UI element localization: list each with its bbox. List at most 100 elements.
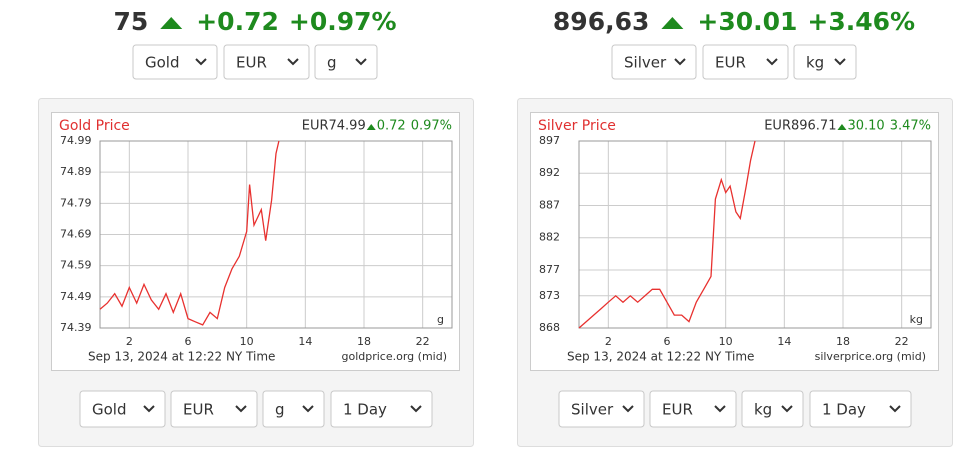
dropdown[interactable]: 1 Day: [330, 390, 433, 428]
chart-up-arrow: [366, 124, 376, 130]
dropdown[interactable]: Silver: [611, 44, 697, 80]
price-change: +30.01: [697, 7, 797, 36]
dropdown-label: Silver: [624, 54, 667, 72]
dropdown-box: [170, 390, 258, 428]
chart-price: EUR896.71: [764, 119, 836, 134]
y-tick-label: 74.99: [60, 134, 92, 147]
y-tick-label: 892: [539, 166, 560, 179]
price-change-pct: +3.46%: [807, 7, 915, 36]
dropdown-box: [132, 44, 218, 80]
dropdown-chevron: [889, 405, 901, 413]
chart-change: 30.10: [847, 119, 884, 134]
dropdown-box: [262, 390, 325, 428]
dropdown-chevron: [781, 405, 793, 413]
y-tick-label: 74.59: [60, 259, 92, 272]
dropdown-box: [330, 390, 433, 428]
chart-box: [530, 112, 939, 371]
dropdown[interactable]: 1 Day: [809, 390, 912, 428]
y-tick-label: 74.39: [60, 321, 92, 334]
unit-label: kg: [910, 313, 923, 326]
x-tick-label: 10: [240, 335, 254, 348]
dropdown-label: g: [275, 401, 285, 419]
x-tick-label: 14: [298, 335, 312, 348]
dropdown[interactable]: kg: [793, 44, 857, 80]
x-tick-label: 6: [664, 335, 671, 348]
y-tick-label: 868: [539, 321, 560, 334]
chart-box: [51, 112, 460, 371]
dropdown-box: [809, 390, 912, 428]
dropdown-box: [702, 44, 789, 80]
dropdown[interactable]: g: [262, 390, 325, 428]
dropdown-chevron: [287, 58, 299, 66]
chart-up-arrow: [837, 124, 847, 130]
x-tick-label: 22: [895, 335, 909, 348]
dropdown-label: kg: [806, 54, 824, 72]
price-line: [578, 140, 756, 329]
x-tick-label: 14: [777, 335, 791, 348]
x-tick-label: 18: [836, 335, 850, 348]
dropdown-label: EUR: [183, 401, 214, 419]
x-tick-label: 2: [605, 335, 612, 348]
dropdown[interactable]: Gold: [79, 390, 166, 428]
y-tick-label: 897: [539, 134, 560, 147]
dropdown[interactable]: g: [314, 44, 378, 80]
dropdown-chevron: [302, 405, 314, 413]
dropdown-chevron: [355, 58, 367, 66]
dropdown-label: Gold: [145, 54, 180, 72]
dropdown-label: EUR: [715, 54, 746, 72]
dropdown[interactable]: EUR: [170, 390, 258, 428]
up-arrow: [160, 17, 183, 29]
dropdown-box: [314, 44, 378, 80]
dropdown-label: EUR: [662, 401, 693, 419]
dropdown-box: [611, 44, 697, 80]
dropdown-label: g: [327, 54, 337, 72]
chart-title: Gold Price: [59, 118, 130, 134]
dropdown[interactable]: Gold: [132, 44, 218, 80]
plot-frame: [99, 140, 453, 329]
dropdown-label: EUR: [236, 54, 267, 72]
y-tick-label: 873: [539, 289, 560, 302]
dropdown-label: Silver: [571, 401, 614, 419]
dropdown-chevron: [834, 58, 846, 66]
dropdown-box: [793, 44, 857, 80]
unit-label: g: [437, 313, 444, 326]
dropdown-box: [649, 390, 737, 428]
chart-date: Sep 13, 2024 at 12:22 NY Time: [567, 350, 754, 364]
y-tick-label: 74.89: [60, 165, 92, 178]
dropdown-chevron: [622, 405, 634, 413]
dropdown-chevron: [195, 58, 207, 66]
price-header: 75 +0.72 +0.97%: [113, 7, 396, 36]
dropdown-label: Gold: [92, 401, 127, 419]
y-tick-label: 877: [539, 263, 560, 276]
y-tick-label: 882: [539, 231, 560, 244]
dropdown-label: 1 Day: [343, 401, 387, 419]
y-tick-label: 74.79: [60, 196, 92, 209]
dropdown-chevron: [766, 58, 778, 66]
price-line: [99, 140, 280, 326]
price: 896,63: [553, 7, 649, 36]
dropdown[interactable]: EUR: [223, 44, 310, 80]
dropdown[interactable]: kg: [741, 390, 804, 428]
price-header: 896,63 +30.01 +3.46%: [553, 7, 915, 36]
dropdown[interactable]: EUR: [702, 44, 789, 80]
price-change: +0.72: [196, 7, 279, 36]
chart-source: silverprice.org (mid): [815, 350, 926, 363]
x-tick-label: 18: [357, 335, 371, 348]
chart-title: Silver Price: [538, 118, 616, 134]
dropdown-chevron: [410, 405, 422, 413]
dropdown-box: [741, 390, 804, 428]
price: 75: [113, 7, 148, 36]
x-tick-label: 6: [185, 335, 192, 348]
dropdown[interactable]: Silver: [558, 390, 645, 428]
chart-source: goldprice.org (mid): [342, 350, 448, 363]
dropdown-box: [79, 390, 166, 428]
dropdown-label: kg: [754, 401, 772, 419]
dropdown-box: [558, 390, 645, 428]
chart-change: 0.72: [377, 119, 406, 134]
dropdown[interactable]: EUR: [649, 390, 737, 428]
dropdown-chevron: [714, 405, 726, 413]
dropdown-chevron: [235, 405, 247, 413]
dropdown-chevron: [674, 58, 686, 66]
x-tick-label: 2: [126, 335, 133, 348]
